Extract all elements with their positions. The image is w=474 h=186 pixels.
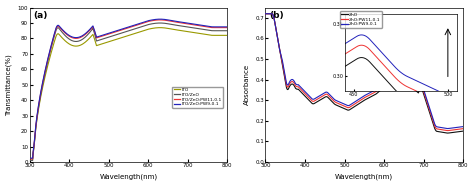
Y-axis label: Absorbance: Absorbance [244, 64, 250, 105]
X-axis label: Wavelength(nm): Wavelength(nm) [335, 174, 393, 180]
Text: (b): (b) [269, 11, 284, 20]
Legend: ITO, ITO/ZnO, ITO/ZnO:PW11-0.1, ITO/ZnO:PW9-0.1: ITO, ITO/ZnO, ITO/ZnO:PW11-0.1, ITO/ZnO:… [172, 86, 223, 108]
Y-axis label: Transmittance(%): Transmittance(%) [6, 54, 12, 116]
Text: (a): (a) [34, 11, 48, 20]
X-axis label: Wavelength(nm): Wavelength(nm) [100, 174, 157, 180]
Legend: ZnO, ZnO:PW11-0.1, ZnO:PW9-0.1: ZnO, ZnO:PW11-0.1, ZnO:PW9-0.1 [340, 11, 382, 28]
